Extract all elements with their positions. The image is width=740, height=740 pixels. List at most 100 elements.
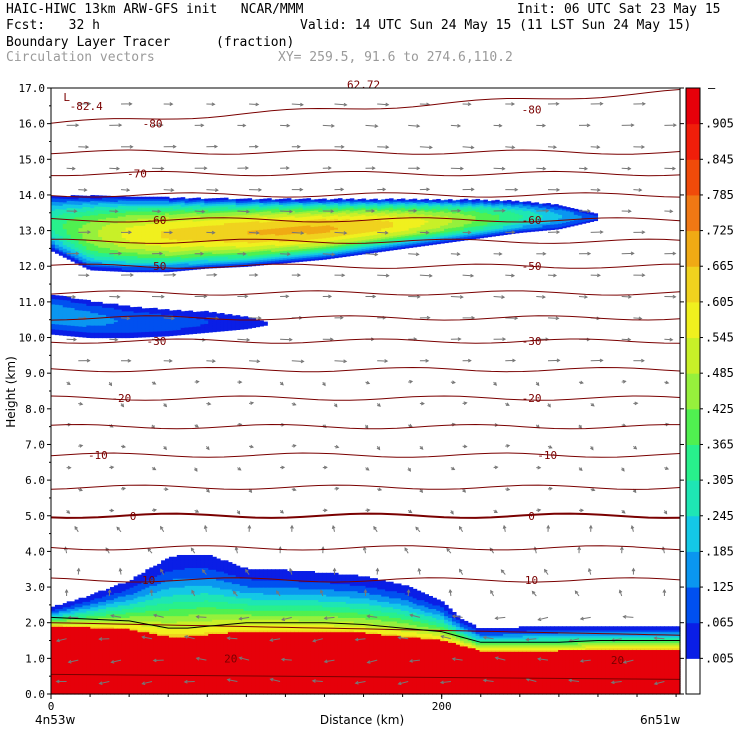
circulation-vector xyxy=(111,615,122,618)
circulation-vector xyxy=(365,253,378,256)
circulation-vector-head xyxy=(599,358,604,363)
circulation-vector-head xyxy=(127,358,132,363)
circulation-vector xyxy=(56,638,67,642)
circulation-vector xyxy=(623,659,634,664)
circulation-vector-head xyxy=(385,102,390,107)
circulation-vector-head xyxy=(596,188,601,192)
circulation-vector xyxy=(281,616,292,621)
circulation-vector xyxy=(654,681,665,685)
isotherm-contour xyxy=(50,192,681,198)
circulation-vector-head xyxy=(203,524,208,529)
header-field-units: (fraction) xyxy=(216,35,295,50)
circulation-vector-head xyxy=(168,358,173,363)
circulation-vector xyxy=(483,679,494,682)
circulation-vector-head xyxy=(672,123,677,128)
circulation-vector-head xyxy=(280,509,284,514)
circulation-vector-head xyxy=(126,316,131,321)
y-tick-label: 17.0 xyxy=(19,82,46,95)
circulation-vector xyxy=(312,638,323,642)
circulation-vector-head xyxy=(537,657,542,661)
circulation-vector-head xyxy=(505,402,510,406)
circulation-vector xyxy=(270,678,281,682)
circulation-vector xyxy=(633,317,642,319)
isotherm-contour xyxy=(50,149,681,155)
colorbar-swatch xyxy=(686,266,700,303)
y-tick-label: 2.0 xyxy=(25,617,45,630)
circulation-vector-head xyxy=(627,166,632,171)
circulation-vector-head xyxy=(289,567,293,572)
circulation-vector-head xyxy=(343,102,348,107)
circulation-vector-head xyxy=(286,252,291,256)
circulation-vector xyxy=(196,616,207,618)
circulation-vector xyxy=(270,638,281,641)
colorbar-label: .905 xyxy=(705,117,734,131)
circulation-vector xyxy=(452,658,463,661)
y-tick-label: 15.0 xyxy=(19,153,46,166)
circulation-vector xyxy=(505,146,515,148)
circulation-vector xyxy=(206,317,219,319)
circulation-vector xyxy=(322,253,335,255)
contour-label: -60 xyxy=(522,214,542,227)
circulation-vector-head xyxy=(578,467,583,471)
circulation-vector-head xyxy=(553,145,558,150)
circulation-vector-head xyxy=(211,230,216,235)
circulation-vector-head xyxy=(75,251,80,256)
isotherm-contour xyxy=(50,217,681,223)
circulation-vector-head xyxy=(555,101,560,106)
circulation-vector xyxy=(462,146,474,149)
contour-label: 0 xyxy=(528,510,535,523)
header-vector-name: Circulation vectors xyxy=(6,50,155,65)
circulation-vector-head xyxy=(506,487,511,492)
circulation-vector-head xyxy=(457,337,462,341)
circulation-vector xyxy=(580,659,591,662)
y-axis-title: Height (km) xyxy=(4,356,18,427)
circulation-vector-head xyxy=(467,230,472,235)
circulation-vector xyxy=(280,210,293,213)
isotherm-contour xyxy=(50,577,681,583)
circulation-vector-head xyxy=(76,567,81,572)
circulation-vector-head xyxy=(627,337,632,342)
circulation-vector-head xyxy=(193,467,198,472)
circulation-vector-head xyxy=(172,144,177,149)
circulation-vector-head xyxy=(323,508,328,513)
circulation-vector-head xyxy=(195,424,200,428)
circulation-vector-head xyxy=(203,294,208,299)
colorbar-label: .125 xyxy=(705,580,734,594)
circulation-vector-head xyxy=(366,380,371,385)
circulation-vector-head xyxy=(245,166,250,170)
circulation-vector-head xyxy=(641,358,645,363)
circulation-vector xyxy=(365,124,378,127)
circulation-vector-head xyxy=(213,273,218,277)
colorbar-swatch xyxy=(686,444,700,481)
circulation-vector-head xyxy=(363,588,368,593)
isotherm-contour xyxy=(50,238,681,244)
colorbar-swatch xyxy=(686,408,700,445)
circulation-vector-head xyxy=(494,616,499,621)
y-tick-label: 0.0 xyxy=(25,688,45,701)
circulation-vector xyxy=(355,681,366,684)
circulation-vector-head xyxy=(665,380,670,385)
colorbar: .005 .065 .125 .185 .245 .305 .365 .425 .485 .545… xyxy=(685,81,734,695)
circulation-vector xyxy=(578,296,588,298)
circulation-vector-head xyxy=(541,295,546,299)
circulation-vector xyxy=(227,637,238,640)
circulation-vector xyxy=(547,317,559,319)
circulation-vector-head xyxy=(163,403,168,408)
circulation-vector-head xyxy=(584,295,589,299)
circulation-vector-head xyxy=(672,166,677,171)
circulation-vector-head xyxy=(537,465,542,470)
circulation-vector-head xyxy=(141,635,146,640)
isotherm-contour xyxy=(50,622,681,636)
circulation-vector-head xyxy=(67,659,72,664)
y-tick-label: 9.0 xyxy=(25,367,45,380)
colorbar-label: .845 xyxy=(705,152,734,166)
colorbar-top-label: – xyxy=(708,81,716,95)
circulation-vector xyxy=(334,231,347,234)
circulation-vector-head xyxy=(663,510,668,515)
circulation-vector-head xyxy=(200,251,205,256)
circulation-vector-head xyxy=(426,187,431,192)
circulation-vector-head xyxy=(343,359,348,364)
circulation-vector xyxy=(377,274,389,277)
circulation-vector-head xyxy=(631,567,636,572)
circulation-vector-head xyxy=(450,510,454,515)
